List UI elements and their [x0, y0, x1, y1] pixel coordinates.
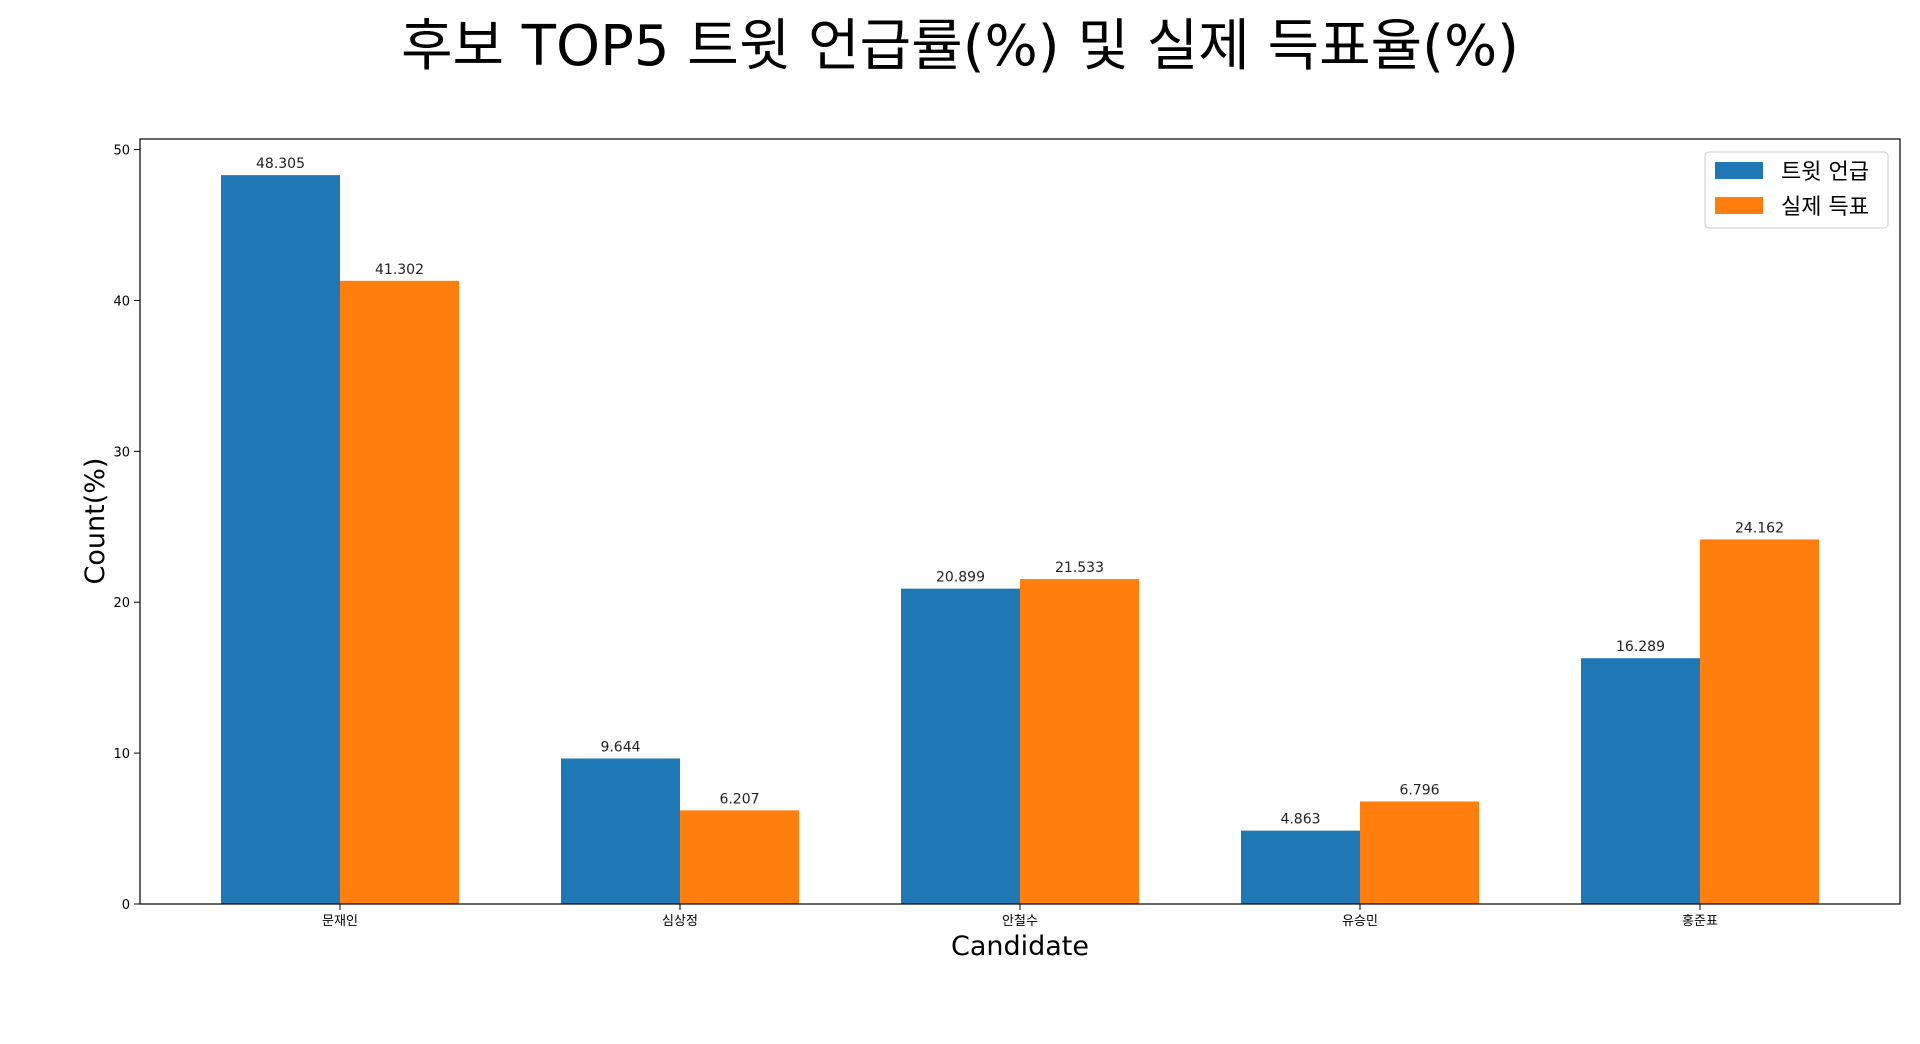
x-tick-label: 유승민: [1342, 914, 1378, 929]
x-axis-label: Candidate: [951, 931, 1089, 962]
bar: [1241, 830, 1360, 904]
bar: [1020, 579, 1139, 904]
x-tick-label: 심상정: [662, 914, 698, 929]
bar-value-label: 6.796: [1399, 782, 1439, 798]
bar-value-label: 24.162: [1735, 520, 1784, 536]
bar: [561, 758, 680, 904]
bar: [221, 175, 340, 904]
bar-value-label: 48.305: [256, 156, 305, 172]
legend-label-tweet: 트윗 언급: [1781, 160, 1869, 185]
legend-label-vote: 실제 득표: [1781, 195, 1869, 220]
bar-value-label: 21.533: [1055, 560, 1104, 576]
bar: [1581, 658, 1700, 904]
legend-swatch-tweet: [1715, 162, 1763, 179]
bar-value-label: 6.207: [719, 791, 759, 807]
bar-value-label: 41.302: [375, 262, 424, 278]
y-tick-label: 10: [113, 747, 130, 762]
bar: [1360, 801, 1479, 904]
legend-swatch-vote: [1715, 197, 1763, 214]
bar: [340, 280, 459, 904]
plot-area: 0 10 20 30 40 50 문재인 48.305 41.302 심상정 9.644 6.207 안…: [113, 144, 1819, 929]
x-tick-label: 안철수: [1002, 914, 1038, 929]
bar: [1700, 539, 1819, 904]
bar-value-label: 20.899: [936, 570, 985, 586]
bar-value-label: 16.289: [1616, 639, 1665, 655]
bar: [901, 588, 1020, 904]
y-tick-label: 30: [113, 445, 130, 460]
chart-title: 후보 TOP5 트윗 언급률(%) 및 실제 득표율(%): [401, 14, 1519, 79]
y-tick-label: 0: [122, 898, 130, 913]
y-axis-label: Count(%): [80, 458, 111, 585]
y-tick-label: 20: [113, 596, 130, 611]
plot-frame: [139, 138, 1901, 905]
bar-value-label: 9.644: [600, 739, 640, 755]
bar-value-label: 4.863: [1280, 812, 1320, 828]
y-tick-label: 40: [113, 294, 130, 309]
bar: [680, 810, 799, 904]
x-tick-label: 홍준표: [1682, 914, 1718, 929]
y-tick-label: 50: [113, 144, 130, 159]
x-tick-label: 문재인: [322, 914, 358, 929]
legend: 트윗 언급 실제 득표: [1704, 151, 1889, 229]
